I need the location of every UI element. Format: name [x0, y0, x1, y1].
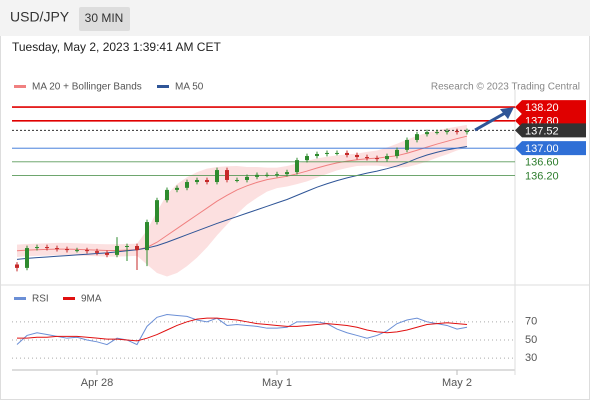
rsi-line — [16, 314, 468, 346]
timeframe-badge — [79, 7, 130, 31]
candle-body — [55, 248, 59, 250]
level-label: 137.52 — [525, 125, 559, 137]
candle-body — [395, 149, 399, 157]
candle-body — [125, 246, 129, 247]
x-tick-label: Apr 28 — [81, 377, 113, 389]
legend-swatch — [63, 297, 75, 300]
bollinger-band — [17, 124, 467, 277]
timestamp: Tuesday, May 2, 2023 1:39:41 AM CET — [12, 40, 221, 54]
candle-body — [345, 152, 349, 155]
ma20-line — [16, 135, 468, 252]
candle-body — [355, 155, 359, 158]
candle-body — [195, 179, 199, 183]
y-tick-label: 70 — [525, 316, 537, 328]
legend-label: MA 20 + Bollinger Bands — [32, 82, 142, 93]
symbol: USD/JPY — [10, 9, 70, 25]
candle-body — [185, 182, 189, 188]
candle-body — [15, 264, 19, 268]
forecast-arrow — [474, 111, 506, 132]
candle-body — [135, 246, 139, 251]
candle-body — [325, 152, 329, 154]
candle-body — [365, 157, 369, 159]
level-tag — [515, 100, 586, 115]
candle-body — [415, 134, 419, 140]
candle-body — [205, 179, 209, 183]
forecast-arrowhead — [500, 107, 514, 120]
candle-body — [155, 200, 159, 223]
candle-body — [375, 158, 379, 160]
candle-body — [445, 131, 449, 133]
candle-body — [105, 252, 109, 255]
candle-body — [165, 189, 169, 201]
candle-body — [45, 247, 49, 249]
x-tick-label: May 1 — [262, 377, 292, 389]
candle-body — [255, 174, 259, 177]
legend-swatch — [157, 85, 169, 88]
level-tag — [515, 141, 586, 156]
candle-body — [275, 174, 279, 176]
timeframe: 30 MIN — [85, 11, 124, 25]
level-tag — [515, 123, 586, 138]
y-tick-label: 50 — [525, 334, 537, 346]
legend-label: RSI — [32, 294, 49, 305]
candle-body — [435, 132, 439, 134]
ma50-line — [16, 145, 468, 260]
y-tick-label: 30 — [525, 352, 537, 364]
credit: Research © 2023 Trading Central — [431, 82, 580, 93]
candle-body — [455, 131, 459, 133]
candle-body — [305, 156, 309, 161]
candle-body — [115, 246, 119, 255]
candle-body — [405, 139, 409, 150]
legend-label: MA 50 — [175, 82, 204, 93]
candle-body — [265, 174, 269, 176]
candle-body — [385, 156, 389, 160]
candle-body — [295, 160, 299, 173]
legend-swatch — [14, 85, 26, 88]
candle-body — [335, 152, 339, 154]
candle-body — [465, 131, 469, 133]
candle-body — [315, 153, 319, 157]
legend-swatch — [14, 297, 26, 300]
legend-label: 9MA — [81, 294, 102, 305]
candle-body — [95, 251, 99, 253]
candle-body — [215, 170, 219, 183]
candle-body — [425, 132, 429, 135]
candle-body — [285, 172, 289, 175]
level-label: 136.20 — [525, 170, 559, 182]
candle-body — [175, 187, 179, 190]
candle-body — [65, 249, 69, 251]
candle-body — [35, 247, 39, 249]
rsi-ma-line — [17, 317, 468, 342]
candle-body — [245, 176, 249, 180]
candle-body — [85, 250, 89, 252]
candle-body — [225, 170, 229, 180]
x-tick-label: May 2 — [442, 377, 472, 389]
level-label: 138.20 — [525, 102, 559, 114]
candle-body — [145, 222, 149, 251]
level-label: 136.60 — [525, 157, 559, 169]
candle-body — [75, 250, 79, 252]
candle-body — [235, 179, 239, 181]
level-label: 137.00 — [525, 143, 559, 155]
candle-body — [25, 248, 29, 268]
